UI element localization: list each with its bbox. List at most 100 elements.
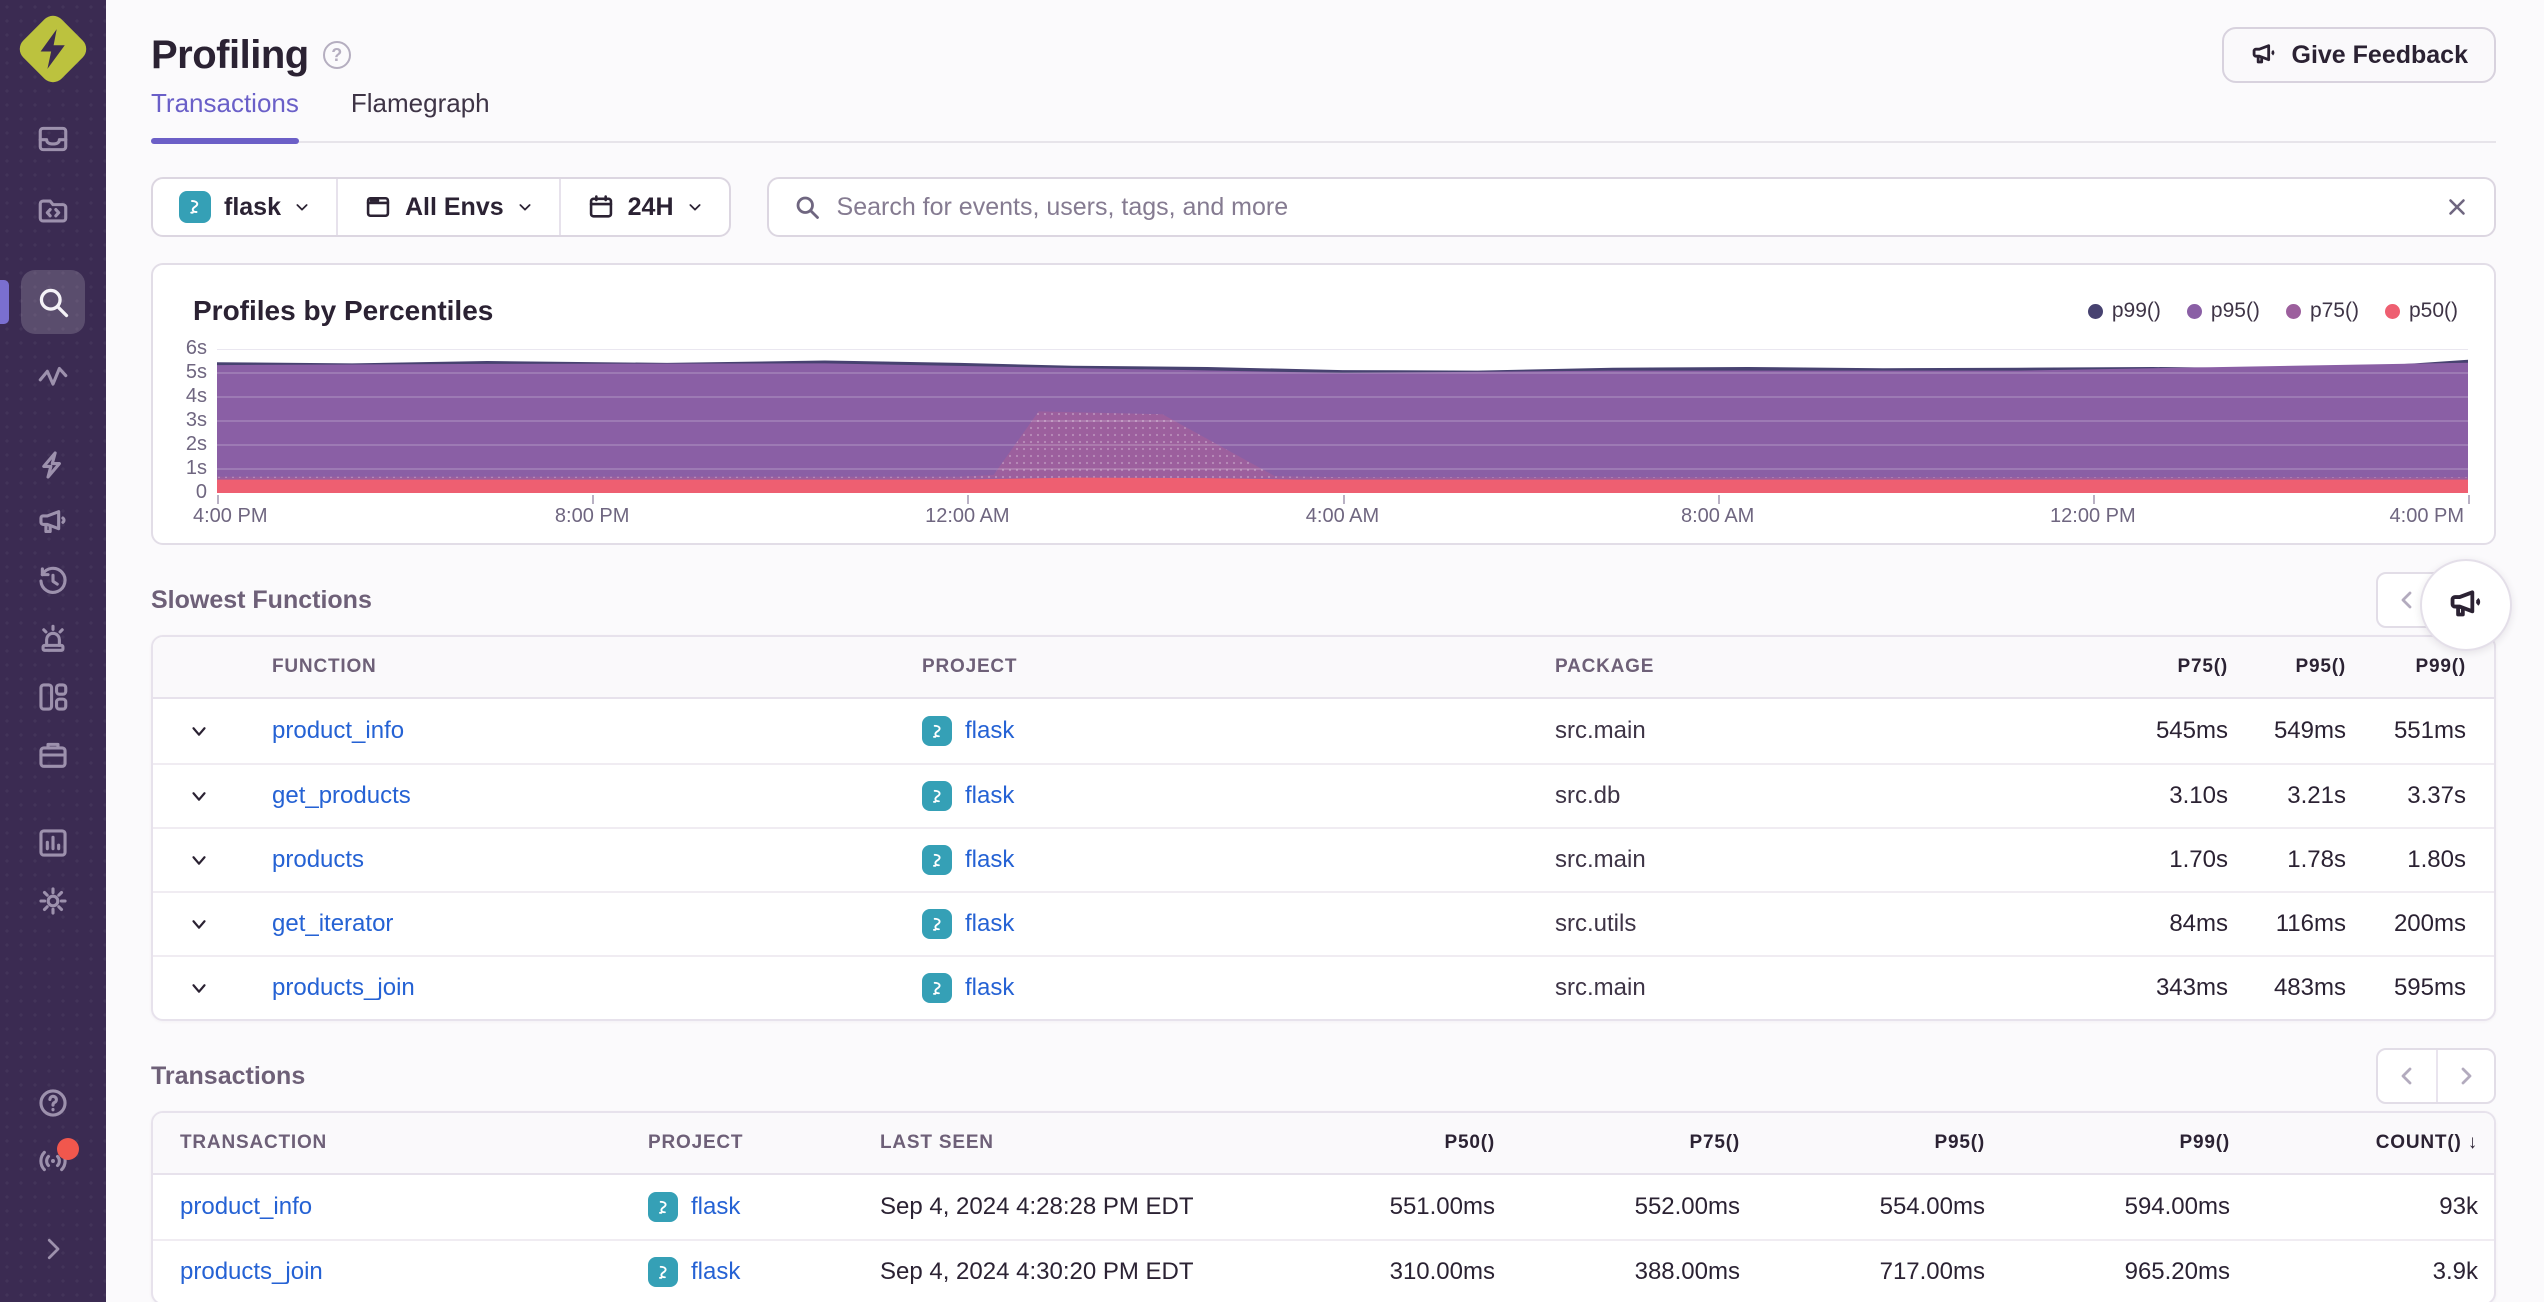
sidebar-item-whats-new[interactable] (21, 1132, 85, 1190)
sidebar-item-alerts[interactable] (21, 610, 85, 668)
sidebar-item-explore[interactable] (0, 270, 85, 334)
project-link[interactable]: flask (691, 1193, 741, 1220)
previous-page-button[interactable] (2378, 1050, 2436, 1102)
project-filter[interactable]: flask (153, 179, 336, 235)
function-link[interactable]: get_products (272, 782, 411, 809)
expand-row-button[interactable] (153, 720, 245, 742)
function-cell: products (245, 846, 922, 874)
transactions-table: TRANSACTION PROJECT LAST SEEN P50() P75() P95… (151, 1111, 2496, 1302)
table-row: get_iterator flask src.utils 84ms 116ms 200ms (153, 891, 2494, 955)
y-axis-label: 1s (185, 457, 207, 479)
column-header-p99[interactable]: P99() (2179, 1132, 2230, 1153)
calendar-icon (589, 195, 612, 218)
profiles-chart-card: Profiles by Percentiles p99() p95() p75() p… (151, 263, 2496, 545)
x-axis-tick (217, 495, 219, 504)
count-value: 93k (2439, 1193, 2478, 1220)
column-header-p99[interactable]: P99() (2415, 656, 2466, 677)
function-link[interactable]: product_info (272, 717, 405, 744)
slowest-functions-header: Slowest Functions (151, 559, 2512, 651)
sidebar-item-stats[interactable] (21, 814, 85, 872)
x-axis-label: 8:00 PM (554, 505, 630, 527)
project-link[interactable]: flask (965, 910, 1015, 937)
tab-transactions[interactable]: Transactions (151, 88, 299, 144)
legend-item-p99[interactable]: p99() (2087, 299, 2161, 323)
percentiles-area-chart[interactable] (217, 349, 2468, 493)
column-header-p75[interactable]: P75() (1689, 1132, 1740, 1153)
sidebar-item-insights[interactable] (21, 436, 85, 494)
column-header-lastseen: LAST SEEN (880, 1132, 994, 1153)
legend-item-p95[interactable]: p95() (2186, 299, 2260, 323)
previous-page-button[interactable] (2378, 574, 2436, 626)
date-range-filter[interactable]: 24H (558, 179, 729, 235)
slowest-functions-table: FUNCTION PROJECT PACKAGE P75() P95() P99() pr… (151, 635, 2496, 1021)
expand-row-button[interactable] (153, 977, 245, 999)
project-cell: flask (648, 1192, 880, 1222)
function-link[interactable]: get_iterator (272, 910, 394, 937)
legend-label: p75() (2309, 299, 2359, 322)
column-header-package: PACKAGE (1555, 656, 1655, 677)
transactions-header: Transactions (151, 1047, 2496, 1105)
project-link[interactable]: flask (965, 782, 1015, 809)
sidebar-item-projects[interactable] (21, 182, 85, 240)
p95-value: 1.78s (2287, 846, 2346, 873)
page-help-icon[interactable]: ? (322, 41, 351, 69)
sidebar-item-settings[interactable] (21, 872, 85, 930)
sidebar-collapse-button[interactable] (21, 1220, 85, 1278)
sentry-logo[interactable] (14, 10, 92, 88)
column-header-p95[interactable]: P95() (2295, 656, 2346, 677)
section-title: Slowest Functions (151, 585, 372, 614)
last-seen-cell: Sep 4, 2024 4:28:28 PM EDT (880, 1193, 1194, 1220)
expand-row-button[interactable] (153, 849, 245, 871)
column-header-function: FUNCTION (272, 656, 377, 677)
transaction-link[interactable]: products_join (180, 1258, 323, 1285)
next-page-button[interactable] (2436, 1050, 2494, 1102)
search-input[interactable] (836, 192, 2428, 222)
function-link[interactable]: products (272, 846, 365, 873)
sidebar-item-help[interactable] (21, 1074, 85, 1132)
expand-row-button[interactable] (153, 913, 245, 935)
p95-value: 116ms (2275, 910, 2346, 937)
column-header-p75[interactable]: P75() (2177, 656, 2228, 677)
environment-filter[interactable]: All Envs (335, 179, 559, 235)
tab-flamegraph[interactable]: Flamegraph (350, 88, 490, 118)
legend-item-p75[interactable]: p75() (2285, 299, 2359, 323)
project-link[interactable]: flask (965, 974, 1015, 1001)
legend-item-p50[interactable]: p50() (2384, 299, 2458, 323)
floating-feedback-button[interactable] (2420, 559, 2512, 651)
sidebar-item-traces[interactable] (21, 348, 85, 406)
package-cell: src.main (1555, 846, 1646, 873)
function-link[interactable]: products_join (272, 974, 415, 1001)
sidebar-item-replays[interactable] (21, 552, 85, 610)
p99-value: 200ms (2393, 910, 2466, 937)
project-link[interactable]: flask (965, 846, 1015, 873)
x-axis-tick (2092, 495, 2095, 504)
dashboards-grid-icon (39, 683, 68, 711)
project-link[interactable]: flask (691, 1258, 741, 1285)
sidebar-item-user-feedback[interactable] (21, 494, 85, 552)
search-icon (39, 288, 69, 318)
zigzag-trace-icon (38, 366, 68, 386)
chart-title: Profiles by Percentiles (193, 295, 494, 326)
column-header-p95[interactable]: P95() (1934, 1132, 1985, 1153)
p75-value: 545ms (2155, 717, 2228, 744)
y-axis-label: 3s (185, 409, 207, 431)
expand-row-button[interactable] (153, 785, 245, 807)
column-header-p50[interactable]: P50() (1444, 1132, 1495, 1153)
function-cell: product_info (245, 717, 922, 745)
last-seen-cell: Sep 4, 2024 4:30:20 PM EDT (880, 1258, 1194, 1285)
clock-history-icon (39, 566, 67, 594)
sidebar-item-dashboards[interactable] (21, 668, 85, 726)
clear-search-icon[interactable] (2444, 194, 2470, 220)
project-filter-label: flask (224, 192, 281, 221)
project-link[interactable]: flask (965, 717, 1015, 744)
give-feedback-button[interactable]: Give Feedback (2221, 27, 2496, 83)
y-axis-label: 6s (185, 337, 207, 359)
sidebar-item-releases[interactable] (21, 726, 85, 784)
sidebar-item-issues[interactable] (21, 110, 85, 168)
transaction-link[interactable]: product_info (180, 1193, 313, 1220)
column-header-count[interactable]: COUNT() ↓ (2375, 1132, 2478, 1153)
y-axis-label: 2s (185, 433, 207, 455)
flask-project-icon (179, 191, 211, 223)
notification-dot (57, 1138, 79, 1160)
flask-project-icon (922, 716, 952, 746)
